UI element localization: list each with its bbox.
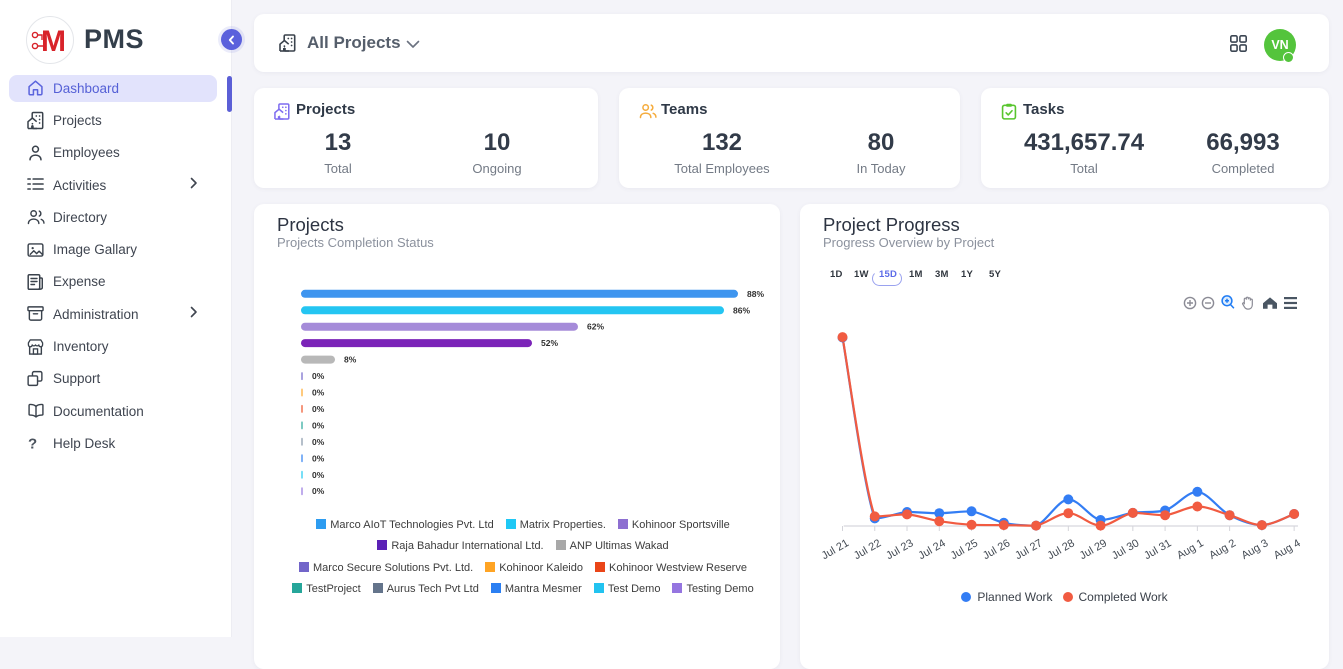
svg-text:Jul 21: Jul 21 — [820, 537, 851, 562]
svg-text:Jul 28: Jul 28 — [1045, 537, 1076, 562]
svg-text:0%: 0% — [312, 470, 325, 480]
svg-text:Jul 27: Jul 27 — [1013, 537, 1044, 562]
svg-text:8%: 8% — [344, 355, 357, 365]
svg-text:88%: 88% — [747, 289, 764, 299]
svg-text:Jul 29: Jul 29 — [1078, 537, 1109, 562]
svg-text:Aug 1: Aug 1 — [1175, 537, 1206, 562]
svg-text:86%: 86% — [733, 305, 750, 315]
svg-text:Jul 25: Jul 25 — [949, 537, 980, 562]
svg-text:0%: 0% — [312, 420, 325, 430]
svg-text:Aug 3: Aug 3 — [1239, 537, 1270, 562]
svg-text:Jul 24: Jul 24 — [916, 537, 947, 562]
svg-text:Aug 4: Aug 4 — [1272, 537, 1303, 562]
svg-text:Jul 22: Jul 22 — [852, 537, 883, 562]
svg-text:?: ? — [28, 436, 37, 452]
svg-text:0%: 0% — [312, 486, 325, 496]
svg-text:0%: 0% — [312, 404, 325, 414]
svg-text:Jul 23: Jul 23 — [884, 537, 915, 562]
svg-text:62%: 62% — [587, 322, 604, 332]
svg-text:M: M — [41, 25, 66, 58]
svg-text:0%: 0% — [312, 437, 325, 447]
svg-text:Jul 30: Jul 30 — [1110, 537, 1141, 562]
svg-text:Aug 2: Aug 2 — [1207, 537, 1238, 562]
svg-text:0%: 0% — [312, 371, 325, 381]
svg-text:Jul 26: Jul 26 — [981, 537, 1012, 562]
svg-text:52%: 52% — [541, 338, 558, 348]
svg-text:0%: 0% — [312, 388, 325, 398]
svg-text:0%: 0% — [312, 453, 325, 463]
svg-text:Jul 31: Jul 31 — [1142, 537, 1173, 562]
